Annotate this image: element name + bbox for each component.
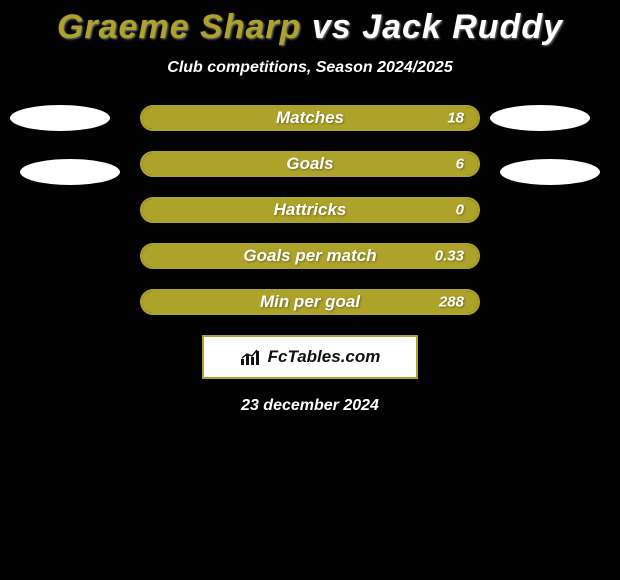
stat-value: 6 <box>456 156 464 173</box>
stat-row: Matches 18 <box>140 105 480 131</box>
decoration-ellipse <box>20 159 120 185</box>
title-vs: vs <box>312 8 352 46</box>
stat-row: Goals 6 <box>140 151 480 177</box>
stat-label: Hattricks <box>274 200 347 220</box>
title-player2: Jack Ruddy <box>362 8 563 46</box>
decoration-ellipse <box>500 159 600 185</box>
stat-value: 18 <box>447 110 464 127</box>
bar-chart-icon <box>240 348 262 366</box>
stat-row: Min per goal 288 <box>140 289 480 315</box>
stat-value: 288 <box>439 294 464 311</box>
brand-box[interactable]: FcTables.com <box>202 335 418 379</box>
decoration-ellipse <box>490 105 590 131</box>
stat-label: Goals per match <box>243 246 376 266</box>
stats-area: Matches 18 Goals 6 Hattricks 0 Goals per match… <box>0 105 620 315</box>
comparison-card: Graeme Sharp vs Jack Ruddy Club competit… <box>0 0 620 580</box>
stat-label: Min per goal <box>260 292 360 312</box>
stat-label: Goals <box>286 154 333 174</box>
subtitle: Club competitions, Season 2024/2025 <box>0 59 620 77</box>
stat-row: Hattricks 0 <box>140 197 480 223</box>
stat-label: Matches <box>276 108 344 128</box>
stat-value: 0.33 <box>435 248 464 265</box>
page-title: Graeme Sharp vs Jack Ruddy <box>0 0 620 47</box>
decoration-ellipse <box>10 105 110 131</box>
title-player1: Graeme Sharp <box>57 8 301 46</box>
stat-value: 0 <box>456 202 464 219</box>
stat-row: Goals per match 0.33 <box>140 243 480 269</box>
date-text: 23 december 2024 <box>0 397 620 415</box>
brand-text: FcTables.com <box>268 347 381 367</box>
